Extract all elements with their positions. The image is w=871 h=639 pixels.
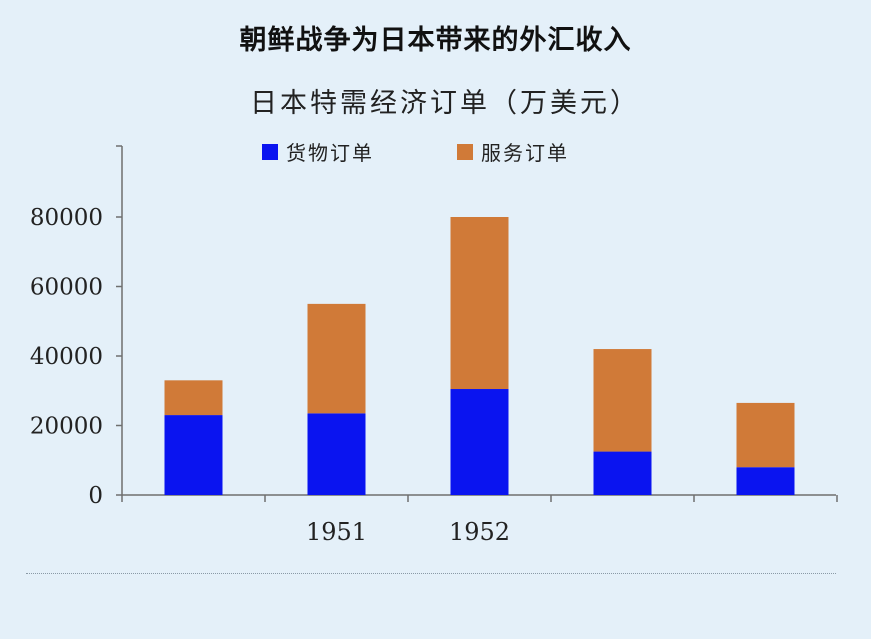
footer-divider xyxy=(26,573,836,574)
y-tick-label: 60000 xyxy=(30,275,103,301)
bar-segment-services-4 xyxy=(736,402,795,468)
y-tick-label: 0 xyxy=(88,483,103,509)
x-tick-label: 1951 xyxy=(306,518,367,546)
bar-segment-goods-1 xyxy=(307,413,366,495)
y-tick-label: 40000 xyxy=(30,344,103,370)
legend-swatch-services xyxy=(457,144,473,160)
bar-segment-services-3 xyxy=(593,349,652,452)
bar-segment-services-1 xyxy=(307,303,366,414)
legend-label-goods: 货物订单 xyxy=(286,141,374,165)
bar-segment-goods-0 xyxy=(164,415,223,495)
legend-swatch-goods xyxy=(262,144,278,160)
chart-title: 日本特需经济订单（万美元） xyxy=(250,88,640,119)
y-tick-label: 20000 xyxy=(30,414,103,440)
bar-segment-goods-2 xyxy=(450,389,509,495)
bar-segment-services-2 xyxy=(450,217,509,390)
x-axis-labels: 1951 1952 xyxy=(306,518,510,546)
y-tick-label: 80000 xyxy=(30,205,103,231)
bar-segment-services-0 xyxy=(164,380,223,416)
chart-legend: 货物订单 服务订单 xyxy=(262,141,569,165)
chart-bars xyxy=(164,217,795,495)
legend-label-services: 服务订单 xyxy=(481,141,569,165)
x-tick-label: 1952 xyxy=(449,518,510,546)
bar-segment-goods-3 xyxy=(593,451,652,495)
bar-segment-goods-4 xyxy=(736,467,795,495)
y-axis-ticks: 0 20000 40000 60000 80000 xyxy=(30,205,122,509)
page-headline: 朝鲜战争为日本带来的外汇收入 xyxy=(239,25,632,56)
